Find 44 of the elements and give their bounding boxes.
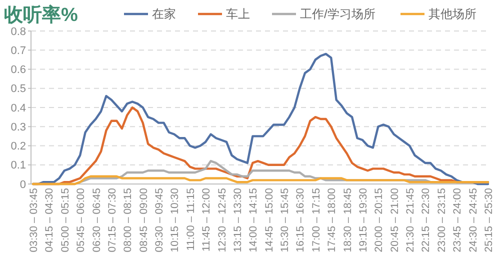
x-tick-label: 09:30 – 09:45 [154,188,166,252]
y-tick-label: 0.4 [10,102,26,114]
y-tick-label: 0.8 [10,26,26,38]
y-tick-label: 0.6 [10,64,26,76]
y-tick-label: 0.1 [10,160,26,172]
x-tick-label: 18:30 – 18:45 [342,188,354,252]
legend-label: 工作/学习场所 [300,7,376,21]
legend-label: 在家 [152,7,176,21]
x-tick-label: 11:00 – 11:15 [184,188,197,251]
y-tick-label: 0 [20,178,26,191]
chart-title: 收听率% [4,4,78,26]
x-tick-label: 14:00 – 14:15 [248,188,260,252]
x-tick-label: 10:15 – 10:30 [169,188,182,252]
x-tick-label: 13:15 – 13:30 [232,188,244,252]
x-tick-label: 15:30 – 15:45 [279,188,292,252]
legend-label: 车上 [226,7,250,21]
x-tick-label: 04:15 – 04:30 [44,188,56,252]
x-tick-label: 19:15 – 19:30 [357,188,370,252]
x-tick-label: 07:15 – 07:30 [106,188,118,252]
x-tick-label: 16:15 – 16:30 [294,188,307,252]
x-tick-label: 21:30 – 21:45 [404,188,417,252]
x-tick-label: 12:30 – 12:45 [216,188,228,252]
y-tick-label: 0.7 [10,44,26,57]
x-tick-label: 25:15 – 25:30 [483,188,495,252]
x-tick-label: 23:00 – 23:15 [436,188,448,252]
x-tick-label: 20:00 – 20:15 [373,188,386,252]
x-tick-label: 23:45 – 24:00 [452,188,464,252]
y-tick-label: 0.5 [10,83,26,96]
x-tick-label: 08:00 – 08:15 [122,188,134,252]
x-tick-label: 05:00 – 05:15 [59,188,72,252]
x-tick-label: 05:45 – 06:00 [75,188,88,252]
x-tick-label: 14:45 – 15:00 [263,188,276,252]
x-tick-label: 11:45 – 12:00 [200,188,213,252]
x-tick-label: 17:45 – 18:00 [326,188,338,252]
x-tick-label: 24:30 – 24:45 [467,188,480,252]
y-tick-label: 0.3 [10,121,26,134]
x-tick-label: 08:45 – 09:00 [138,188,150,252]
x-tick-label: 22:15 – 22:30 [420,188,432,252]
x-tick-label: 03:30 – 03:45 [28,188,40,252]
x-tick-label: 06:30 – 06:45 [90,188,103,252]
legend-label: 其他场所 [428,7,476,21]
x-tick-label: 20:45 – 21:00 [388,188,401,252]
y-tick-label: 0.2 [10,140,26,153]
x-tick-label: 17:00 – 17:15 [310,188,322,252]
